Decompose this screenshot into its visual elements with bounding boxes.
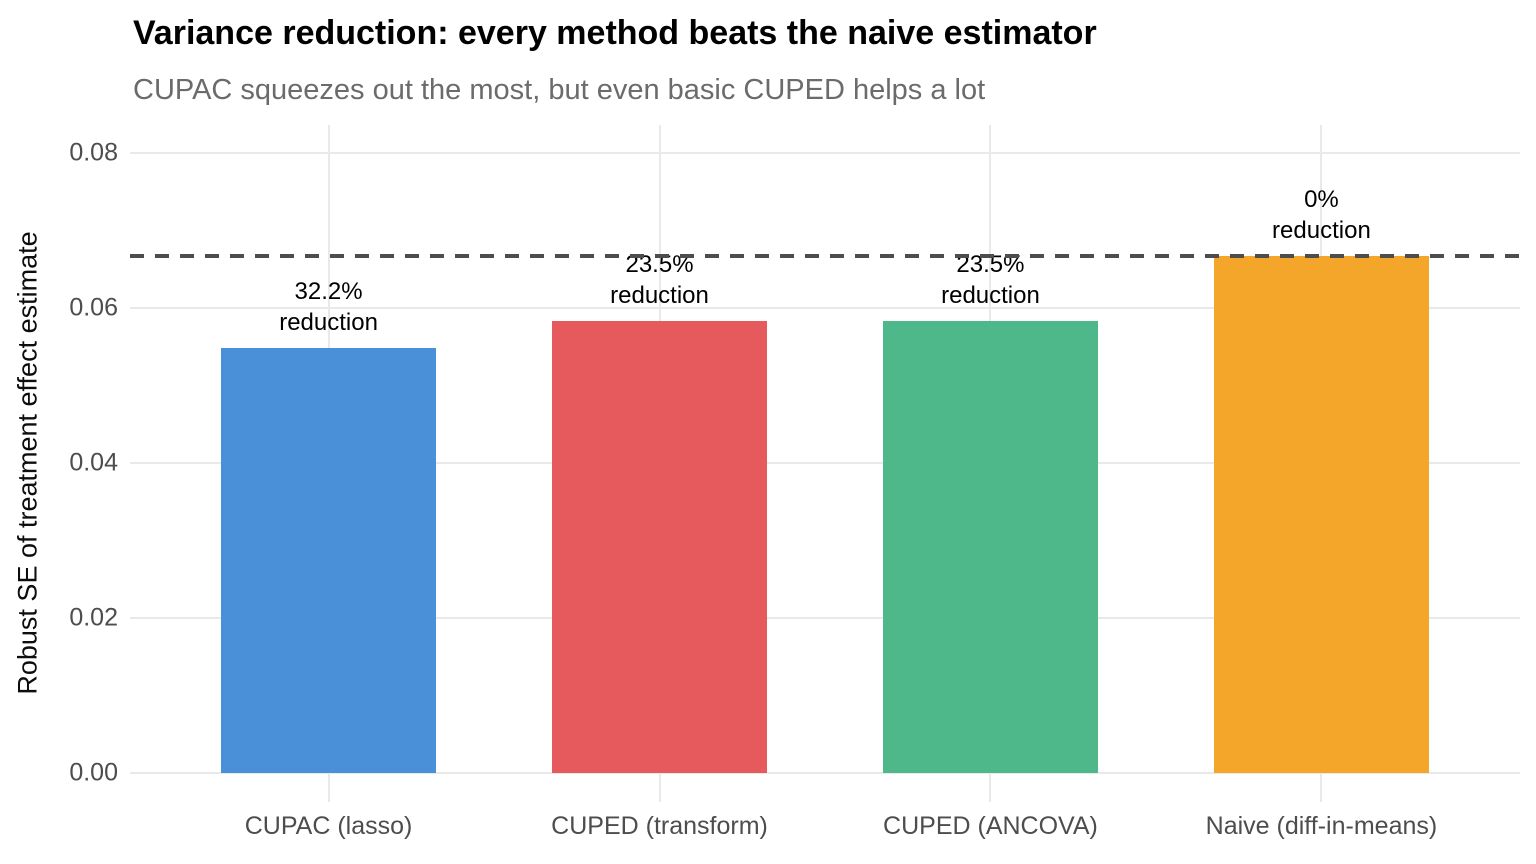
bar-annotation-cupac-lasso: 32.2% reduction <box>279 276 378 338</box>
gridline-y-0.06 <box>130 307 1520 309</box>
y-tick-label-0.04: 0.04 <box>69 448 118 477</box>
bar-annotation-line: 0% <box>1304 186 1339 214</box>
bar-annotation-cuped-ancova: 23.5% reduction <box>941 249 1040 311</box>
bar-annotation-naive-diff-in-means: 0% reduction <box>1272 184 1371 246</box>
bar-cuped-transform <box>551 321 768 773</box>
naive-reference-dashed-line <box>130 254 1520 259</box>
bar-cupac-lasso <box>221 347 437 773</box>
y-tick-label-0.00: 0.00 <box>69 758 118 787</box>
bar-annotation-line: reduction <box>610 282 709 310</box>
gridline-y-0.04 <box>130 462 1520 464</box>
bar-naive-diff-in-means <box>1213 256 1429 773</box>
y-tick-label-0.06: 0.06 <box>69 293 118 322</box>
bar-annotation-line: reduction <box>1272 217 1371 245</box>
plot-panel: 32.2% reduction 23.5% reduction 23.5% reducti… <box>130 125 1520 802</box>
bar-annotation-line: 32.2% <box>294 277 363 305</box>
x-tick-label-cuped-transform: CUPED (transform) <box>551 812 768 840</box>
bar-annotation-line: reduction <box>941 282 1040 310</box>
gridline-y-0.08 <box>130 152 1520 154</box>
chart-subtitle: CUPAC squeezes out the most, but even ba… <box>133 74 986 106</box>
gridline-y-0 <box>130 772 1520 774</box>
chart-title: Variance reduction: every method beats t… <box>133 14 1097 52</box>
bar-annotation-line: reduction <box>279 308 378 336</box>
gridline-y-0.02 <box>130 617 1520 619</box>
x-tick-label-cupac-lasso: CUPAC (lasso) <box>244 812 413 840</box>
bar-annotation-cuped-transform: 23.5% reduction <box>610 249 709 311</box>
bar-cuped-ancova <box>882 321 1099 773</box>
y-tick-label-0.02: 0.02 <box>69 603 118 632</box>
y-tick-label-0.08: 0.08 <box>69 138 118 167</box>
x-tick-label-naive-diff-in-means: Naive (diff-in-means) <box>1205 812 1438 840</box>
x-tick-label-cuped-ancova: CUPED (ANCOVA) <box>883 812 1098 840</box>
